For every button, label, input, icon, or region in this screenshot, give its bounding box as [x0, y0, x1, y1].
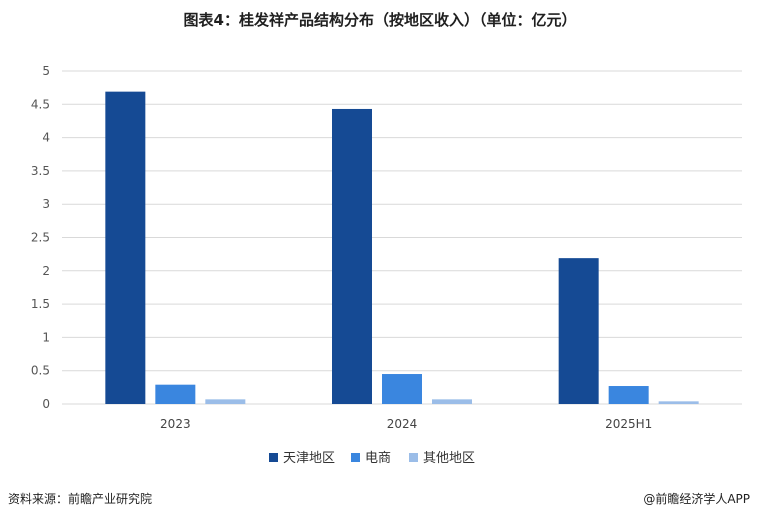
bar-2023-series-0	[105, 91, 146, 404]
x-category-label: 2023	[160, 417, 191, 431]
x-axis-categories: 2023 2024 2025H1	[160, 417, 652, 431]
bar-2024-series-2	[432, 399, 472, 404]
legend-swatch	[409, 453, 418, 462]
y-tick-label: 2	[42, 264, 50, 278]
legend-label: 电商	[365, 451, 391, 466]
bar-2024-series-0	[332, 108, 372, 404]
grid-lines	[62, 70, 742, 405]
y-axis-ticks: 0 0.5 1 1.5 2 2.5 3 3.5 4 4.5 5	[31, 64, 50, 411]
legend-label: 其他地区	[423, 451, 475, 466]
credit-note: @前瞻经济学人APP	[643, 492, 750, 506]
bar-2025H1-series-2	[658, 401, 699, 404]
bar-2023-series-2	[205, 399, 246, 404]
chart-title: 图表4：桂发祥产品结构分布（按地区收入）（单位：亿元）	[183, 11, 577, 29]
y-tick-label: 0	[42, 397, 50, 411]
y-tick-label: 4	[42, 131, 50, 145]
y-tick-label: 5	[42, 64, 50, 78]
bar-2025H1-series-1	[608, 386, 649, 404]
legend: 天津地区 电商 其他地区	[269, 451, 475, 466]
x-category-label: 2024	[387, 417, 418, 431]
legend-swatch	[351, 453, 360, 462]
x-category-label: 2025H1	[605, 417, 652, 431]
bar-2024-series-1	[382, 374, 422, 404]
legend-swatch	[269, 453, 278, 462]
y-tick-label: 3.5	[31, 164, 50, 178]
y-tick-label: 2.5	[31, 231, 50, 245]
bar-2025H1-series-0	[558, 258, 599, 404]
y-tick-label: 4.5	[31, 97, 50, 111]
y-tick-label: 3	[42, 197, 50, 211]
bar-2023-series-1	[155, 384, 196, 404]
y-tick-label: 1	[42, 330, 50, 344]
y-tick-label: 0.5	[31, 364, 50, 378]
bars	[105, 91, 699, 404]
y-tick-label: 1.5	[31, 297, 50, 311]
legend-label: 天津地区	[283, 451, 335, 466]
source-note: 资料来源：前瞻产业研究院	[8, 492, 153, 506]
